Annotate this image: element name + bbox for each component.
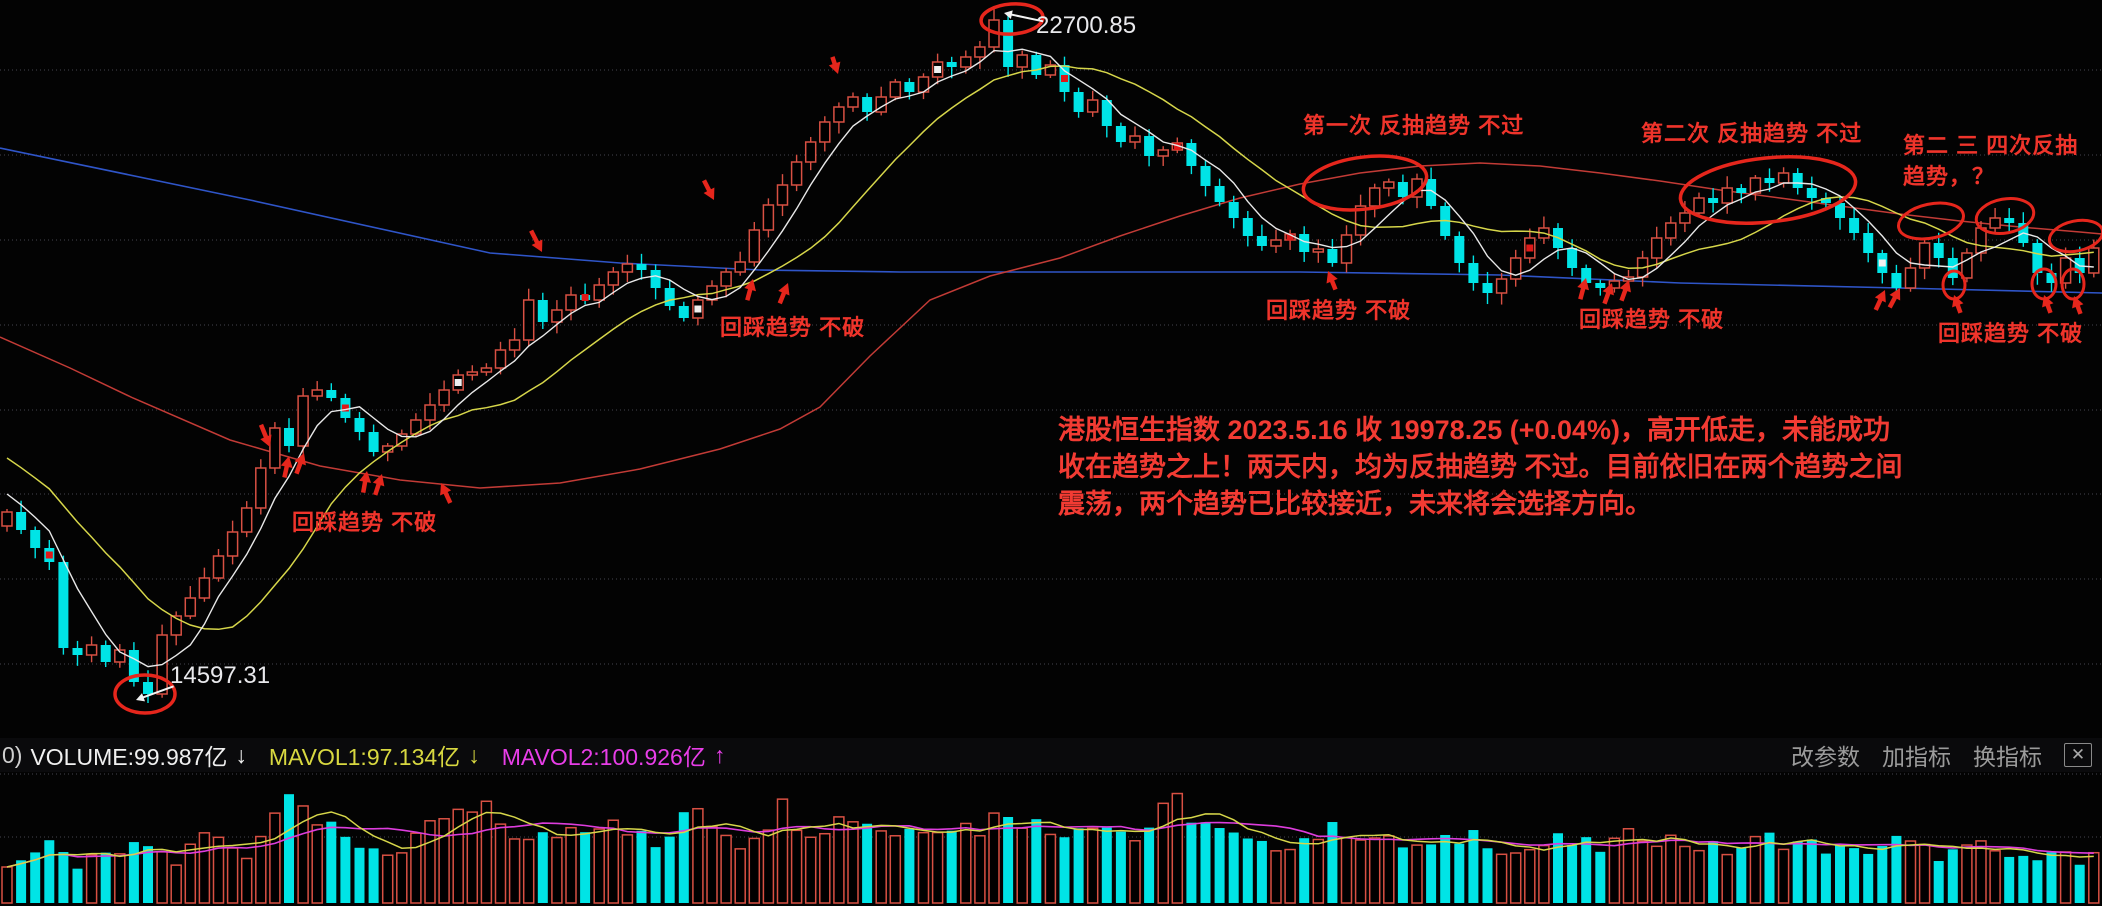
pullback-note-4: 回踩趋势 不破 <box>1579 307 1725 332</box>
pullback-note-3: 回踩趋势 不破 <box>1266 298 1412 323</box>
add-indicator-button[interactable]: 加指标 <box>1882 744 1951 770</box>
indicator-param-prefix: 0) <box>2 741 23 768</box>
commentary-line-1: 港股恒生指数 2023.5.16 收 19978.25 (+0.04%)，高开低… <box>1058 415 1891 445</box>
close-indicator-icon[interactable]: ✕ <box>2064 743 2092 767</box>
change-params-button[interactable]: 改参数 <box>1791 744 1860 770</box>
pullback-note-2: 回踩趋势 不破 <box>720 315 866 340</box>
volume-value-label: VOLUME:99.987亿 <box>30 744 228 770</box>
switch-indicator-button[interactable]: 换指标 <box>1973 744 2042 770</box>
indicator-toolbar: 改参数 加指标 换指标 ✕ <box>1791 738 2092 772</box>
commentary-line-3: 震荡，两个趋势已比较接近，未来将会选择方向。 <box>1058 489 1652 519</box>
peak-price-label: 22700.85 <box>1036 12 1137 39</box>
low-price-label: 14597.31 <box>170 662 271 689</box>
pullback-note-1: 回踩趋势 不破 <box>292 510 438 535</box>
mavol1-down-arrow-icon: ↓ <box>468 741 480 768</box>
volume-down-arrow-icon: ↓ <box>235 741 247 768</box>
mavol1-value-label: MAVOL1:97.134亿 <box>268 744 461 770</box>
mavol2-value-label: MAVOL2:100.926亿 <box>501 744 706 770</box>
rebound-note-2: 第二次 反抽趋势 不过 <box>1641 121 1863 146</box>
pullback-note-5: 回踩趋势 不破 <box>1938 321 2084 346</box>
rebound-note-3-line-1: 第二 三 四次反抽 <box>1903 133 2079 158</box>
rebound-note-3: 第二 三 四次反抽 趋势，？ <box>1903 130 2078 192</box>
rebound-note-3-line-2: 趋势，？ <box>1903 164 1996 189</box>
mavol2-up-arrow-icon: ↑ <box>713 741 726 768</box>
commentary-line-2: 收在趋势之上！两天内，均为反抽趋势 不过。目前依旧在两个趋势之间 <box>1058 452 1903 482</box>
volume-indicator-header: 0) VOLUME:99.987亿 ↓ MAVOL1:97.134亿 ↓ MAV… <box>0 738 2102 772</box>
analysis-commentary: 港股恒生指数 2023.5.16 收 19978.25 (+0.04%)，高开低… <box>1058 412 1903 523</box>
rebound-note-1: 第一次 反抽趋势 不过 <box>1303 113 1525 138</box>
